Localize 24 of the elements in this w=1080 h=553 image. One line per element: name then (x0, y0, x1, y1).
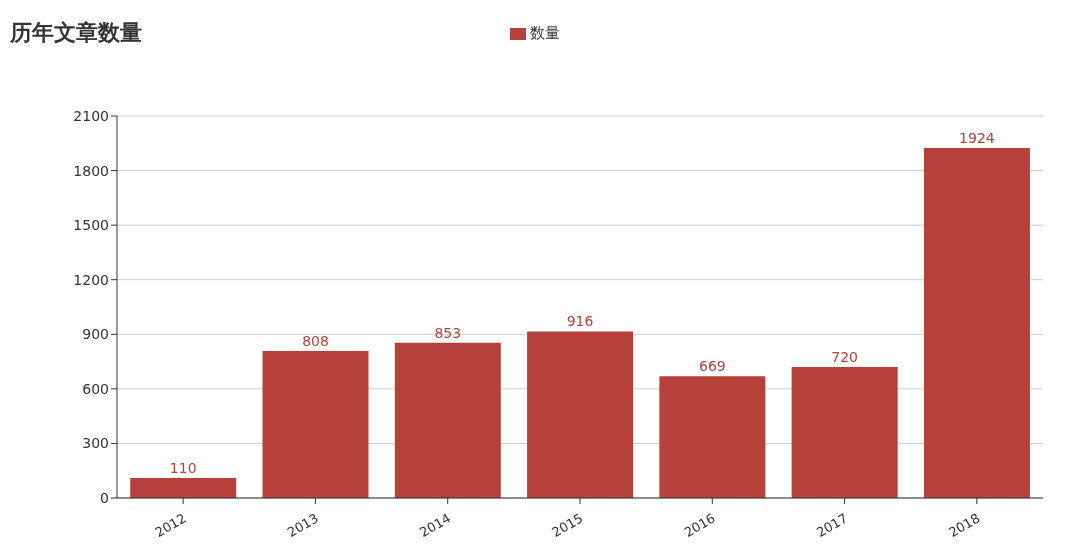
data-label: 110 (169, 459, 197, 476)
data-label: 808 (302, 333, 329, 350)
legend-label: 数量 (530, 24, 560, 42)
bar (923, 148, 1030, 498)
bar (262, 351, 369, 498)
y-tick-label: 1500 (73, 217, 109, 234)
data-label: 1924 (959, 130, 995, 147)
bar (659, 376, 766, 498)
bar (394, 342, 501, 498)
y-tick-label: 2100 (73, 107, 109, 124)
y-tick-label: 1800 (73, 162, 109, 179)
y-tick-label: 0 (100, 489, 109, 506)
y-tick-label: 300 (82, 435, 109, 452)
bar (527, 331, 634, 498)
data-label: 853 (434, 324, 462, 341)
data-label: 720 (831, 349, 859, 366)
data-label: 669 (699, 358, 726, 375)
bar (130, 477, 237, 498)
y-tick-label: 600 (82, 380, 109, 397)
data-label: 916 (566, 313, 594, 330)
y-tick-label: 900 (82, 326, 109, 343)
chart-title: 历年文章数量 (10, 19, 142, 47)
bar (791, 367, 898, 498)
y-tick-label: 1200 (73, 271, 109, 288)
